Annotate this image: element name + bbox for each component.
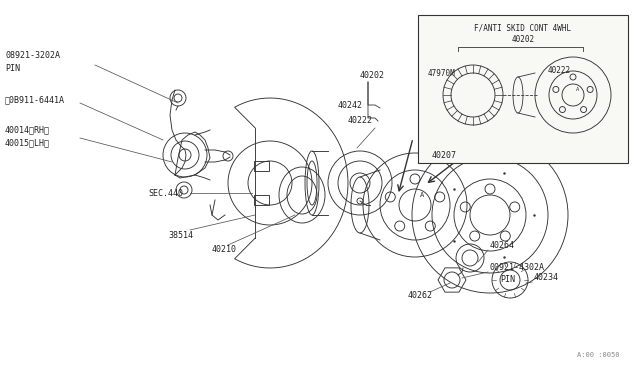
Text: ⓝ0B911-6441A: ⓝ0B911-6441A xyxy=(5,96,65,105)
Text: 38514: 38514 xyxy=(168,231,193,240)
Text: 40234: 40234 xyxy=(534,273,559,282)
Text: 40262: 40262 xyxy=(408,291,433,299)
Text: 40210: 40210 xyxy=(212,246,237,254)
Text: 40222: 40222 xyxy=(348,115,373,125)
Text: PIN: PIN xyxy=(500,276,515,285)
Text: 40014〈RH〉: 40014〈RH〉 xyxy=(5,125,50,135)
Bar xyxy=(254,195,269,205)
Text: SEC.440: SEC.440 xyxy=(148,189,183,198)
Text: F/ANTI SKID CONT 4WHL: F/ANTI SKID CONT 4WHL xyxy=(474,23,572,32)
Text: 40222: 40222 xyxy=(548,65,571,74)
Text: A: A xyxy=(576,87,579,92)
Text: 08921-3202A: 08921-3202A xyxy=(5,51,60,60)
Text: 40015〈LH〉: 40015〈LH〉 xyxy=(5,138,50,148)
Text: 40242: 40242 xyxy=(338,100,363,109)
Bar xyxy=(418,15,628,163)
Text: PIN: PIN xyxy=(5,64,20,73)
Text: 40207: 40207 xyxy=(432,151,457,160)
Text: 40264: 40264 xyxy=(490,241,515,250)
Text: 40202: 40202 xyxy=(511,35,534,44)
Bar xyxy=(254,161,269,171)
Text: 47970M: 47970M xyxy=(428,68,456,77)
Text: 40202: 40202 xyxy=(360,71,385,80)
Text: 00921-4302A: 00921-4302A xyxy=(490,263,545,273)
Text: A: A xyxy=(420,192,424,198)
Text: A:00 :0050: A:00 :0050 xyxy=(577,352,620,358)
